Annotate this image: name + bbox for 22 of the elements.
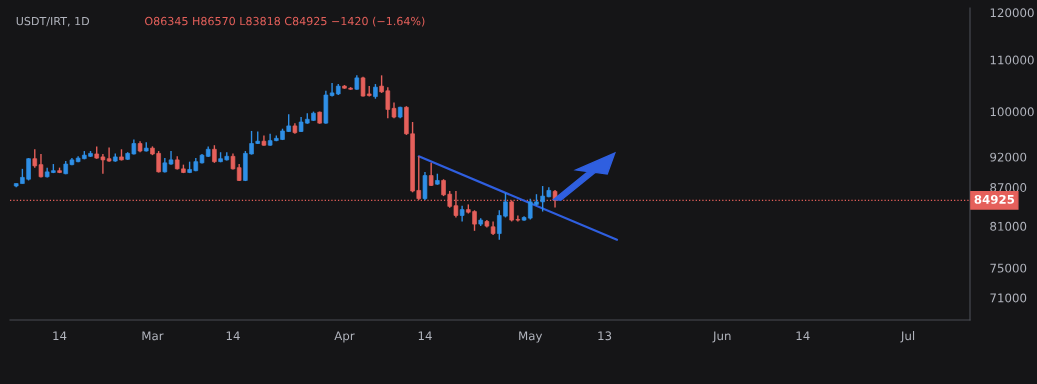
- x-tick-label: 14: [796, 331, 810, 341]
- candlestick: [106, 146, 112, 163]
- ref-line-label: 84925: [974, 194, 1015, 204]
- x-tick-label: Jul: [900, 331, 915, 343]
- y-tick-label: 120000: [990, 8, 1034, 18]
- x-tick-label: 14: [226, 331, 240, 341]
- x-tick-label: Apr: [334, 331, 355, 343]
- x-tick-label: Jun: [712, 331, 731, 343]
- annotation: O86345 H86570 L83818 C84925 −1420 (−1.64%): [145, 16, 425, 27]
- y-tick-label: 81000: [990, 221, 1027, 231]
- x-tick-label: Mar: [142, 331, 164, 341]
- text: USDT/IRT, 1D: [16, 16, 90, 27]
- x-tick-label: 14: [53, 331, 67, 341]
- x-tick-label: 13: [598, 331, 612, 341]
- y-tick-label: 75000: [990, 263, 1027, 273]
- x-tick-label: 14: [418, 331, 432, 341]
- y-tick-label: 71000: [990, 293, 1027, 303]
- y-tick-label: 110000: [990, 55, 1034, 65]
- candlestick: [422, 171, 428, 201]
- y-tick-label: 92000: [990, 152, 1027, 162]
- y-tick-label: 100000: [990, 107, 1034, 117]
- x-tick-label: May: [519, 331, 543, 343]
